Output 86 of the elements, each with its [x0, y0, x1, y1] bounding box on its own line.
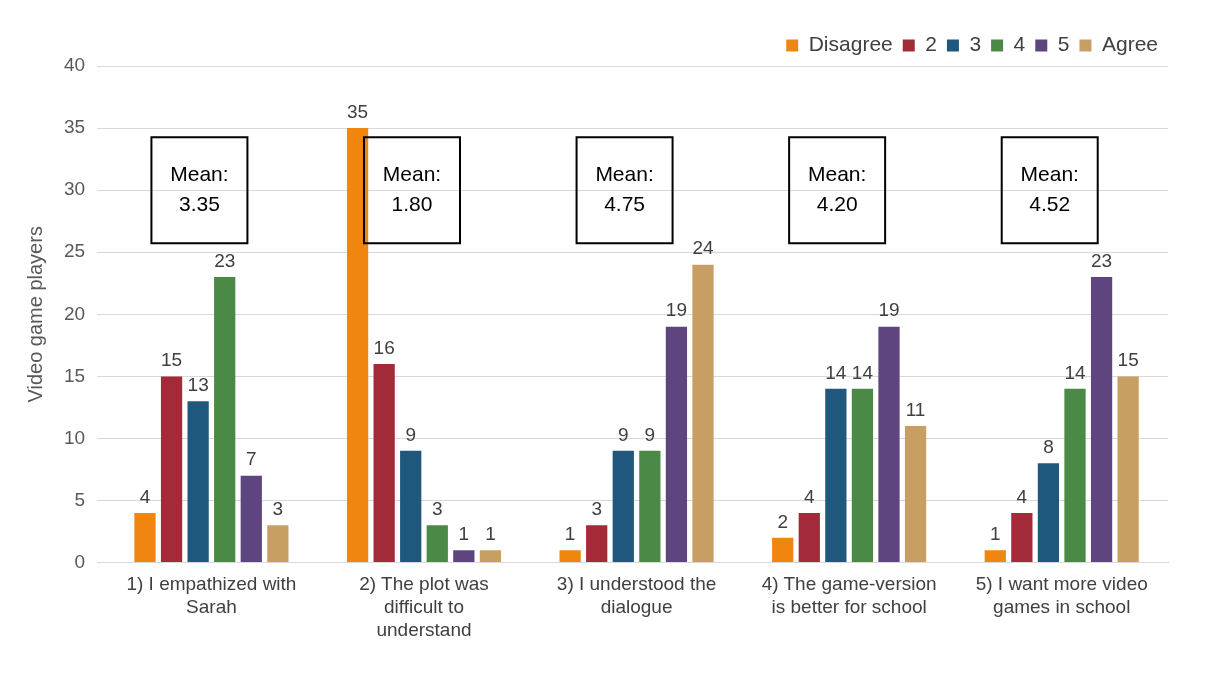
legend-label: 5: [1057, 32, 1070, 56]
legend-label: 3: [969, 32, 982, 56]
data-label: 23: [214, 249, 236, 271]
bar: [904, 426, 927, 563]
bar: [160, 376, 183, 563]
y-tick-label: 40: [63, 54, 86, 76]
bar: [665, 326, 688, 563]
bar: [586, 525, 608, 563]
data-label: 4: [1016, 485, 1028, 507]
y-tick-label: 35: [63, 116, 86, 138]
y-tick-label: 25: [63, 240, 86, 262]
bar: [878, 326, 900, 563]
data-label: 3: [272, 498, 284, 520]
data-label: 16: [373, 336, 395, 358]
data-label: 35: [346, 100, 369, 122]
legend-label: 2: [925, 32, 937, 56]
bar: [639, 450, 661, 563]
bar: [134, 512, 156, 563]
data-label: 9: [405, 423, 416, 445]
bar: [798, 512, 820, 563]
data-label: 19: [665, 299, 687, 321]
data-label: 1: [458, 522, 470, 544]
bar: [1037, 463, 1060, 563]
data-label: 15: [1117, 349, 1139, 371]
y-tick-label: 5: [74, 488, 86, 510]
x-tick-label: 2) The plot was difficult to understand: [359, 573, 489, 640]
data-label: 2: [777, 510, 788, 532]
data-label: 14: [1064, 361, 1086, 383]
bar: [373, 363, 395, 563]
bar: [346, 128, 369, 563]
bar: [825, 388, 847, 563]
data-label: 11: [905, 398, 926, 420]
bar: [400, 450, 422, 563]
y-tick-label: 0: [74, 550, 86, 572]
data-label: 3: [591, 498, 602, 520]
data-label: 14: [825, 361, 847, 383]
data-label: 19: [878, 299, 900, 321]
bar: [426, 525, 448, 563]
bar: [692, 264, 714, 563]
data-label: 1: [990, 522, 1001, 544]
bar: [1090, 277, 1113, 563]
bar: [1064, 388, 1086, 563]
x-tick-label: 4) The game-version is better for school: [761, 573, 937, 618]
annotation: Mean: 1.80: [382, 161, 442, 215]
annotation: Mean: 4.75: [595, 161, 654, 215]
y-tick-label: 30: [63, 178, 86, 200]
data-label: 7: [245, 448, 257, 470]
y-tick-label: 10: [63, 426, 86, 448]
data-label: 3: [431, 498, 443, 520]
bar: [240, 475, 262, 563]
bar: [612, 450, 634, 563]
bar: [1011, 512, 1033, 563]
data-label: 9: [644, 423, 656, 445]
annotation: Mean: 3.35: [170, 161, 229, 215]
x-tick-label: 5) I want more video games in school: [975, 573, 1148, 618]
bar: [479, 550, 502, 563]
bar: [984, 550, 1006, 563]
data-label: 4: [139, 485, 151, 507]
data-label: 23: [1091, 249, 1113, 271]
legend-label: Agree: [1101, 32, 1159, 56]
x-tick-label: 3) I understood the dialogue: [556, 573, 717, 618]
data-label: 13: [187, 373, 209, 395]
legend-label: Disagree: [808, 32, 893, 56]
data-label: 24: [692, 237, 714, 259]
x-tick-label: 1) I empathized with Sarah: [126, 573, 297, 618]
bar: [851, 388, 874, 563]
data-label: 4: [803, 485, 815, 507]
y-tick-label: 15: [63, 364, 86, 386]
data-label: 9: [617, 423, 629, 445]
y-axis-title: Video game players: [23, 226, 46, 403]
annotation: Mean: 4.52: [1020, 161, 1079, 215]
data-label: 1: [564, 522, 576, 544]
annotation: Mean: 4.20: [807, 161, 867, 215]
bar: [559, 550, 581, 563]
data-label: 15: [160, 349, 183, 371]
data-label: 1: [485, 522, 496, 544]
bar: [453, 550, 475, 563]
data-label: 8: [1043, 436, 1054, 458]
bar: [187, 401, 209, 563]
bar: [267, 525, 289, 563]
bar: [1117, 376, 1139, 563]
data-label: 14: [851, 361, 874, 383]
bar: [772, 537, 794, 563]
y-tick-label: 20: [63, 302, 86, 324]
legend-label: 4: [1013, 32, 1026, 56]
bar: [214, 277, 236, 563]
